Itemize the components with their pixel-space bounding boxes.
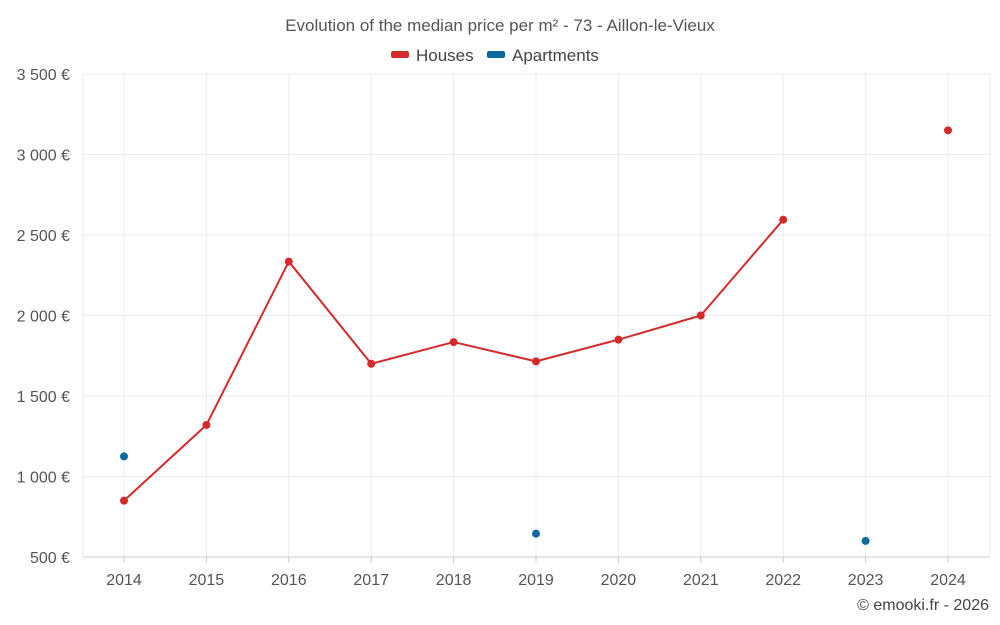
x-tick-label: 2021 [683, 572, 719, 589]
y-tick-label: 2 500 € [17, 228, 70, 245]
x-tick-label: 2014 [106, 572, 142, 589]
y-tick-label: 1 000 € [17, 470, 70, 487]
data-point-houses-2018[interactable] [449, 338, 458, 347]
legend: Houses Apartments [391, 46, 599, 65]
y-tick-label: 2 000 € [17, 309, 70, 326]
axes: 500 € 1 000 € 1 500 € 2 000 € 2 500 € 3 000 €… [17, 67, 990, 589]
series-apartments [120, 452, 870, 545]
data-point-apartments-2019[interactable] [532, 529, 540, 538]
data-point-houses-2015[interactable] [202, 420, 211, 429]
data-point-houses-2014[interactable] [120, 496, 128, 505]
credit-text: © emooki.fr - 2026 [857, 597, 989, 614]
data-point-houses-2024[interactable] [944, 126, 952, 135]
data-point-houses-2016[interactable] [284, 257, 293, 266]
legend-swatch-apartments [487, 51, 505, 58]
data-point-houses-2022[interactable] [779, 215, 788, 224]
data-point-houses-2019[interactable] [532, 357, 540, 366]
series-houses [120, 126, 952, 505]
legend-item-houses[interactable]: Houses [391, 46, 474, 65]
x-tick-label: 2019 [518, 572, 554, 589]
x-tick-label: 2022 [765, 572, 801, 589]
x-tick-label: 2016 [271, 572, 307, 589]
x-tick-label: 2017 [353, 572, 389, 589]
data-point-houses-2020[interactable] [614, 335, 623, 344]
y-tick-label: 3 000 € [17, 148, 70, 165]
x-tick-label: 2020 [601, 572, 637, 589]
chart-title: Evolution of the median price per m² - 7… [285, 16, 715, 35]
series [120, 126, 952, 545]
x-tick-label: 2015 [189, 572, 225, 589]
legend-swatch-houses [391, 51, 409, 58]
x-tick-label: 2018 [436, 572, 472, 589]
x-tick-label: 2023 [848, 572, 884, 589]
x-tick-label: 2024 [930, 572, 966, 589]
legend-label-houses: Houses [416, 46, 474, 65]
y-tick-label: 1 500 € [17, 389, 70, 406]
y-tick-label: 500 € [30, 550, 70, 567]
data-point-houses-2017[interactable] [367, 359, 376, 368]
data-point-houses-2021[interactable] [696, 311, 705, 320]
legend-item-apartments[interactable]: Apartments [487, 46, 599, 65]
grid [82, 73, 991, 557]
data-point-apartments-2014[interactable] [120, 452, 128, 461]
legend-label-apartments: Apartments [512, 46, 599, 65]
data-point-apartments-2023[interactable] [861, 536, 870, 545]
y-tick-label: 3 500 € [17, 67, 70, 84]
